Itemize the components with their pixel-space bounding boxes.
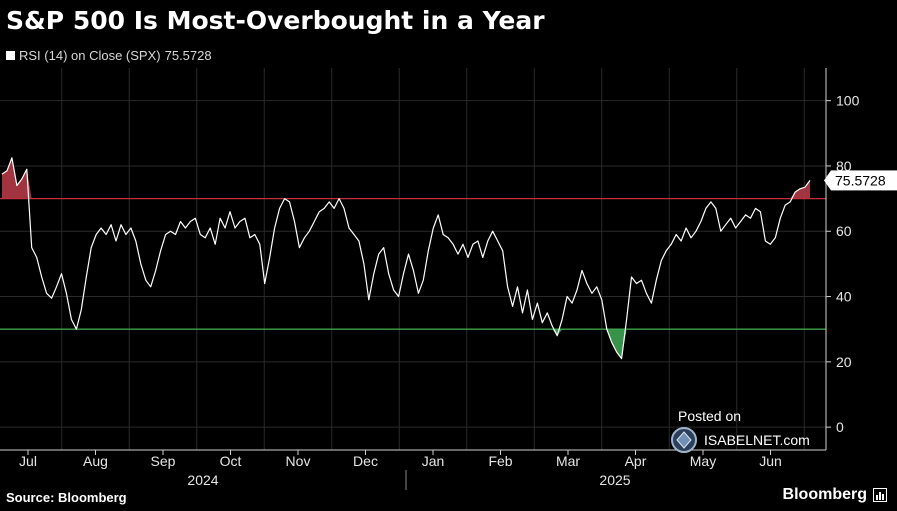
x-tick-label: Mar [556,453,580,469]
y-tick-label: 0 [836,419,844,435]
y-tick-label: 60 [836,223,852,239]
oversold-fill [2,329,810,359]
x-tick-label: Nov [286,453,311,469]
last-value-label: 75.5728 [835,172,886,188]
watermark-posted-label: Posted on [678,408,742,424]
x-tick-label: Jun [759,453,782,469]
overbought-fill [2,157,810,199]
watermark-site: ISABELNET.com [704,432,810,448]
legend-last-value: 75.5728 [164,48,212,63]
chart-title: S&P 500 Is Most-Overbought in a Year [6,6,545,35]
x-tick-label: Oct [220,453,242,469]
last-value-pointer [824,170,831,191]
bloomberg-terminal-icon [873,488,887,502]
rsi-series-line [1,157,811,360]
isabelnet-logo-icon [671,427,697,453]
legend-series-label: RSI (14) on Close (SPX) [19,48,161,63]
brand-name: Bloomberg [782,486,867,503]
y-tick-label: 80 [836,158,852,174]
x-tick-label: Jul [19,453,37,469]
legend: RSI (14) on Close (SPX) 75.5728 [6,48,212,63]
legend-swatch [6,51,15,60]
x-tick-label: Jan [422,453,445,469]
x-tick-label: Apr [625,453,647,469]
x-tick-label: Dec [353,453,378,469]
x-year-label: 2025 [599,472,630,488]
x-tick-label: Aug [83,453,108,469]
brand: Bloomberg [783,486,887,504]
y-tick-label: 40 [836,289,852,305]
y-tick-label: 100 [836,93,860,109]
last-value-badge [831,170,897,191]
y-tick-label: 20 [836,354,852,370]
x-tick-label: Sep [151,453,176,469]
x-year-label: 2024 [187,472,218,488]
x-tick-label: Feb [488,453,512,469]
x-tick-label: May [690,453,716,469]
source-note: Source: Bloomberg [6,490,127,505]
